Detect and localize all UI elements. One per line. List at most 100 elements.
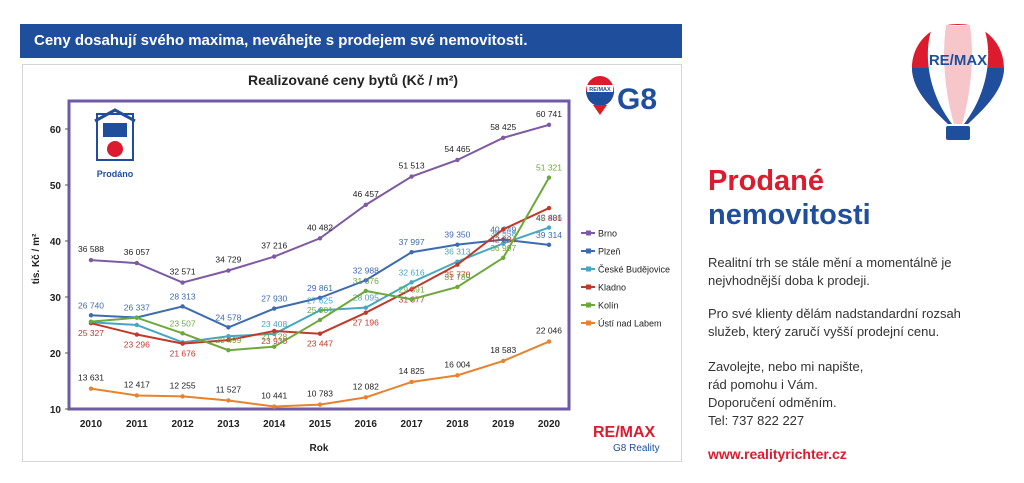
remax-balloon-logo: RE/MAX: [912, 24, 1004, 140]
data-point: [180, 394, 185, 399]
data-point: [226, 268, 231, 273]
data-label: 39 558: [490, 228, 516, 238]
series-Brno: 36 588 36 057 32 571 34 729 37 216 40 482 46 4…: [78, 109, 562, 285]
paragraph-3-line1: Zavolejte, nebo mi napište,: [708, 359, 864, 374]
data-label: 37 997: [399, 237, 425, 247]
data-label: 37 216: [261, 241, 287, 251]
data-label: 39 314: [536, 230, 562, 240]
data-point: [363, 310, 368, 315]
x-axis: 2010 2011 2012 2013 2014 2015 2016 2017 2018 2019…: [80, 419, 561, 430]
data-label: 60 741: [536, 109, 562, 119]
data-point: [226, 337, 231, 343]
data-point: [501, 255, 506, 261]
data-point: [363, 202, 368, 208]
x-tick-label: 2013: [217, 419, 240, 430]
data-point: [455, 262, 460, 267]
data-point: [180, 331, 185, 336]
data-label: 40 482: [307, 222, 333, 232]
data-label: 21 128: [261, 332, 287, 342]
data-point: [546, 205, 552, 211]
chart-title: Realizované ceny bytů (Kč / m²): [248, 72, 458, 88]
data-label: 25 327: [78, 328, 104, 338]
x-tick-label: 2010: [80, 419, 103, 430]
data-label: 23 507: [170, 318, 196, 328]
data-point: [272, 254, 277, 259]
plot-frame: [67, 99, 571, 411]
data-point: [409, 250, 414, 255]
data-point: [272, 344, 277, 349]
y-tick-label: 60: [50, 125, 62, 136]
legend-item: Kladno: [598, 283, 626, 293]
data-label: 51 321: [536, 163, 562, 173]
data-point: [88, 319, 94, 324]
paragraph-3: Zavolejte, nebo mi napište, rád pomohu i…: [708, 358, 993, 430]
website-link[interactable]: www.realityrichter.cz: [708, 446, 847, 462]
remax-balloon-label: RE/MAX: [929, 52, 987, 69]
x-tick-label: 2015: [309, 419, 332, 430]
data-point: [88, 386, 94, 391]
legend-item: České Budějovice: [598, 265, 670, 275]
legend-marker: [586, 284, 591, 290]
data-label: 26 740: [78, 300, 104, 310]
series-České Budějovice: 23 408 27 625 28 095 32 616 36 313 39 558 42 4…: [88, 213, 562, 345]
data-label: 12 417: [124, 379, 150, 389]
data-label: 45 881: [536, 213, 562, 223]
data-label: 27 625: [307, 295, 333, 305]
y-axis: 10 20 30 40 50 60: [50, 125, 69, 416]
data-label: 32 616: [399, 267, 425, 277]
x-tick-label: 2012: [171, 419, 194, 430]
data-label: 24 578: [215, 312, 241, 322]
data-point: [363, 395, 368, 400]
data-label: 36 997: [490, 243, 516, 253]
data-point: [226, 398, 231, 403]
x-axis-label: Rok: [310, 443, 329, 454]
data-point: [455, 242, 460, 247]
data-point: [317, 236, 323, 241]
legend-marker: [586, 248, 591, 254]
data-label: 14 825: [399, 366, 425, 376]
data-label: 32 988: [353, 265, 379, 275]
paragraph-3-line2: rád pomohu i Vám.: [708, 377, 818, 392]
data-point: [409, 287, 414, 292]
data-label: 23 408: [261, 319, 287, 329]
data-point: [134, 315, 139, 320]
data-label: 28 313: [170, 291, 196, 301]
data-label: 12 255: [170, 380, 196, 390]
x-tick-label: 2019: [492, 419, 515, 430]
data-label: 26 337: [124, 303, 150, 313]
prodano-badge: Prodáno: [94, 108, 136, 179]
data-point: [455, 373, 460, 378]
data-point: [409, 379, 414, 385]
prodano-badge-label: Prodáno: [97, 169, 134, 179]
data-point: [409, 297, 414, 302]
data-point: [317, 331, 323, 336]
data-point: [501, 227, 506, 232]
chart-series: 36 588 36 057 32 571 34 729 37 216 40 482 46 4…: [78, 109, 562, 409]
data-label: 31 076: [353, 276, 379, 286]
data-label: 12 082: [353, 381, 379, 391]
data-point: [546, 175, 552, 180]
data-point: [134, 260, 139, 266]
data-label: 13 631: [78, 373, 104, 383]
data-point: [272, 404, 277, 409]
data-point: [134, 393, 139, 398]
data-point: [546, 242, 552, 248]
data-point: [363, 305, 368, 310]
x-tick-label: 2016: [355, 419, 378, 430]
data-point: [317, 317, 323, 323]
data-label: 20 499: [215, 335, 241, 345]
legend-marker: [586, 302, 591, 308]
data-label: 42 084: [490, 234, 516, 244]
data-point: [226, 348, 231, 353]
data-point: [134, 322, 139, 328]
data-point: [546, 122, 552, 128]
legend-marker: [586, 230, 591, 236]
remax-bottom-sublabel: G8 Reality: [613, 443, 660, 454]
data-label: 58 425: [490, 122, 516, 132]
data-point: [317, 295, 323, 300]
data-point: [180, 304, 185, 309]
remax-mini-label: RE/MAX: [589, 87, 611, 93]
paragraph-2: Pro své klienty dělám nadstandardní rozs…: [708, 306, 961, 339]
data-point: [180, 280, 185, 285]
series-Plzeň: 26 740 26 337 28 313 24 578 27 930 29 861 32 9…: [78, 225, 562, 330]
